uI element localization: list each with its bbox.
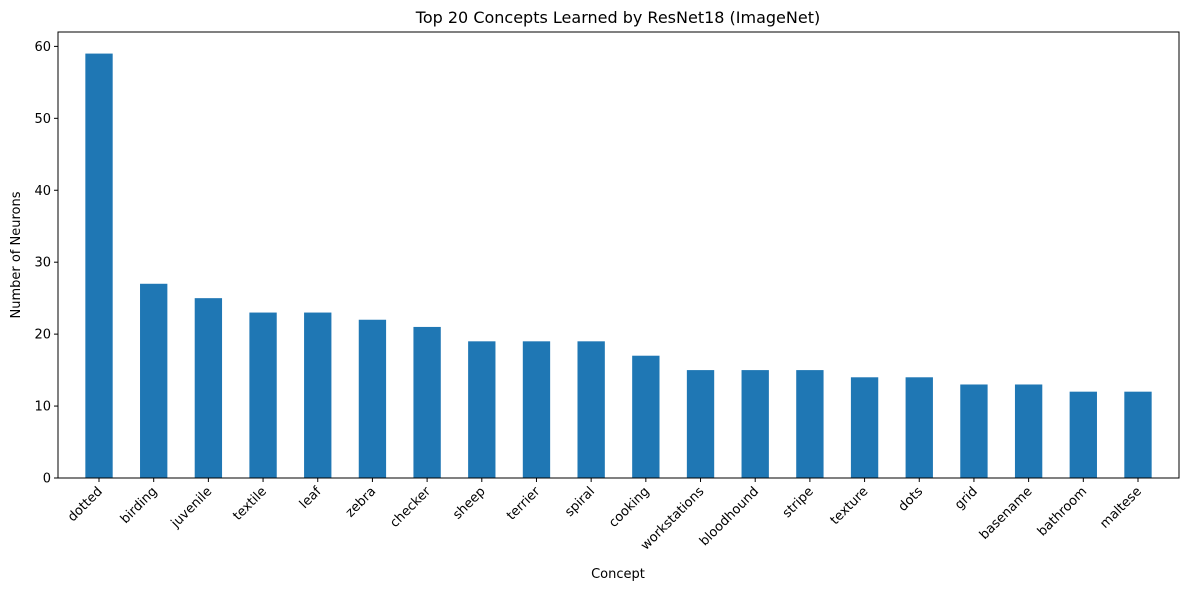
x-tick-label-juvenile: juvenile — [168, 484, 215, 531]
bar-leaf — [304, 312, 332, 478]
x-tick-label-sheep: sheep — [450, 484, 488, 522]
y-tick-label: 0 — [43, 472, 51, 487]
bar-sheep — [468, 341, 496, 478]
x-tick-label-leaf: leaf — [297, 484, 325, 512]
y-tick-label: 40 — [34, 184, 51, 199]
y-tick-label: 50 — [34, 112, 51, 127]
x-tick-label-zebra: zebra — [343, 484, 379, 520]
bar-bloodhound — [741, 370, 769, 478]
x-tick-label-stripe: stripe — [780, 484, 817, 521]
bar-dotted — [85, 53, 113, 478]
x-tick-label-spiral: spiral — [562, 484, 598, 520]
bar-maltese — [1124, 391, 1152, 478]
bar-dots — [905, 377, 933, 478]
x-tick-label-maltese: maltese — [1097, 484, 1144, 531]
x-tick-label-checker: checker — [387, 484, 434, 531]
x-tick-label-texture: texture — [828, 484, 872, 528]
y-axis-label: Number of Neurons — [9, 191, 24, 318]
bar-texture — [850, 377, 879, 478]
bars-layer — [85, 53, 1152, 478]
x-tick-label-birding: birding — [118, 484, 161, 527]
plot-frame — [57, 31, 1180, 479]
x-axis-label: Concept — [591, 567, 645, 582]
bar-bathroom — [1069, 391, 1097, 478]
x-ticks-layer: dotted birding juvenile textile leaf zebra che… — [65, 478, 1145, 554]
chart-title: Top 20 Concepts Learned by ResNet18 (Ima… — [415, 8, 820, 27]
bar-spiral — [577, 341, 605, 478]
bar-basename — [1014, 384, 1043, 478]
x-tick-label-terrier: terrier — [504, 484, 544, 524]
bar-birding — [140, 283, 168, 478]
x-tick-label-bathroom: bathroom — [1035, 484, 1090, 539]
x-tick-label-cooking: cooking — [606, 484, 652, 530]
x-tick-label-bloodhound: bloodhound — [697, 484, 762, 549]
bar-grid — [960, 384, 988, 478]
x-tick-label-dotted: dotted — [65, 484, 106, 525]
bar-checker — [413, 326, 441, 478]
y-tick-label: 10 — [34, 400, 51, 415]
x-tick-label-grid: grid — [952, 484, 981, 513]
y-tick-label: 60 — [34, 40, 51, 55]
bar-zebra — [358, 319, 387, 478]
bar-workstations — [686, 370, 715, 478]
bar-stripe — [796, 370, 824, 478]
y-ticks-layer: 0 10 20 30 40 50 60 — [34, 40, 58, 487]
bar-terrier — [522, 341, 551, 478]
y-tick-label: 20 — [34, 328, 51, 343]
bar-textile — [249, 312, 277, 478]
bar-cooking — [632, 355, 660, 478]
x-tick-label-basename: basename — [977, 484, 1036, 543]
x-tick-label-dots: dots — [896, 484, 927, 515]
y-tick-label: 30 — [34, 256, 51, 271]
x-tick-label-textile: textile — [230, 484, 270, 524]
bar-juvenile — [194, 298, 223, 478]
